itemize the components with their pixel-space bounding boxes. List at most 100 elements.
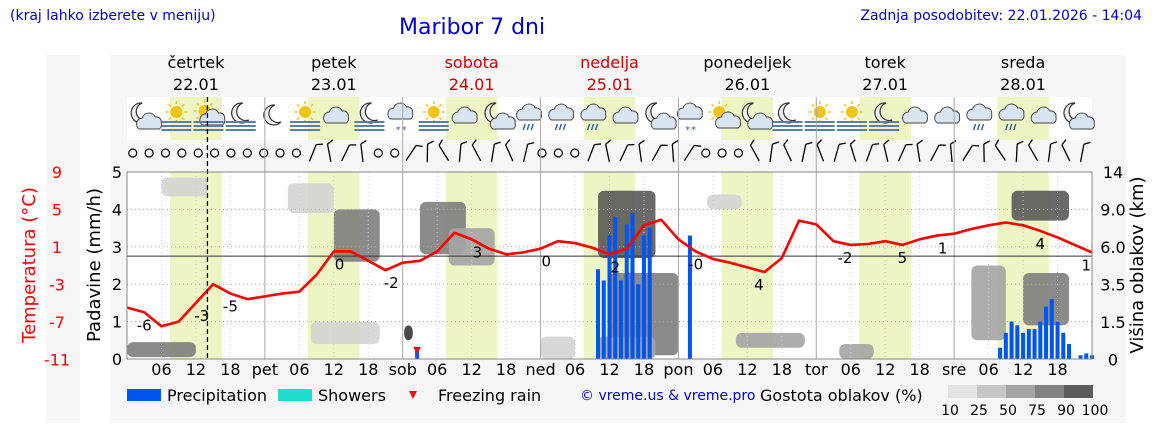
legend: Precipitation Showers Freezing rain Gostota… — [127, 385, 1108, 419]
wind-barb-shaft — [833, 144, 840, 162]
x-tick-label: 18 — [220, 360, 240, 379]
wind-barb-shaft — [849, 144, 857, 162]
rain-drop — [976, 123, 981, 131]
wind-barb-shaft — [587, 144, 595, 162]
wind-barb — [326, 139, 334, 162]
wind-barb-shaft — [816, 144, 825, 162]
sun-ray — [811, 117, 815, 121]
precipitation-bar — [1032, 329, 1037, 359]
wind-barb-flag — [494, 141, 501, 145]
wind-barb-flag — [438, 139, 444, 146]
wind-barb — [490, 141, 501, 162]
wind-barb-flag — [950, 139, 957, 145]
freezing-rain-legend-label: Freezing rain — [438, 386, 541, 405]
temperature-value-label: 0 — [335, 255, 345, 273]
sun-ray — [843, 117, 847, 121]
day-date-label: 27.01 — [862, 75, 908, 94]
calm-wind-circle — [275, 148, 285, 158]
wind-barb-flag — [939, 144, 946, 146]
wind-barb-shaft — [458, 143, 462, 163]
x-tick-label: 06 — [151, 360, 171, 379]
snow-flake: * — [402, 125, 407, 136]
sun-ray — [425, 117, 429, 121]
cloud-shape — [323, 106, 350, 124]
wind-barb-shaft — [769, 143, 774, 163]
sun-fog-icon — [290, 101, 321, 131]
temperature-value-label: -3 — [194, 307, 209, 325]
precipitation-tick-label: 5 — [112, 163, 122, 182]
wind-barb-shaft — [438, 145, 450, 161]
wind-barb — [604, 139, 612, 162]
wind-barb-shaft — [749, 144, 760, 162]
wind-barb-shaft — [604, 144, 610, 162]
temperature-value-label: -0 — [688, 255, 703, 273]
daylight-band-plot — [859, 172, 912, 359]
temperature-value-label: -2 — [838, 249, 853, 267]
wind-barb-shaft — [651, 144, 662, 162]
rain-drop — [980, 123, 985, 131]
wind-barb — [801, 141, 813, 162]
showers-legend-swatch — [278, 389, 312, 401]
wind-barb-flag — [694, 144, 701, 147]
precipitation-bar — [1044, 306, 1049, 359]
temperature-value-label: -6 — [137, 316, 152, 334]
wind-barb-flag — [816, 139, 823, 146]
wind-barb — [816, 139, 825, 162]
copyright-link[interactable]: © vreme.us & vreme.pro — [580, 388, 756, 404]
precipitation-tick-label: 1 — [112, 313, 122, 332]
wind-barb-shaft — [522, 144, 529, 162]
precipitation-bar — [647, 228, 652, 359]
wind-barb — [683, 144, 701, 161]
precipitation-bar — [1078, 355, 1083, 359]
last-updated: Zadnja posodobitev: 22.01.2026 - 14:04 — [860, 8, 1142, 24]
precipitation-tick-label: 3 — [112, 238, 122, 257]
cloud-density-blob — [287, 183, 334, 214]
x-tick-label: 12 — [599, 360, 619, 379]
x-tick-label: 06 — [841, 360, 861, 379]
wind-barb-flag — [839, 142, 846, 145]
wind-barb — [849, 139, 857, 162]
cloud-density-blob — [735, 332, 805, 348]
temperature-tick-label: 1 — [52, 238, 62, 257]
temperature-value-label: 0 — [542, 253, 552, 271]
cloud-density-blob — [540, 336, 576, 359]
temperature-axis-title: Temperatura (°C) — [19, 187, 40, 344]
cloud-rain-icon — [580, 103, 607, 131]
wind-barb — [783, 139, 792, 162]
wind-barb — [949, 139, 957, 163]
cloud-density-blob — [598, 190, 656, 259]
wind-barb-shaft — [1028, 144, 1039, 162]
showers-legend-label: Showers — [318, 386, 386, 405]
rain-drop — [554, 123, 559, 131]
wind-barb — [916, 139, 923, 162]
cloud-density-level-label: 25 — [970, 403, 988, 419]
precipitation-bar — [1061, 332, 1066, 359]
cloud-density-blob — [839, 344, 874, 359]
precipitation-bar — [601, 280, 606, 359]
sun-ray — [857, 103, 861, 107]
wind-barb-shaft — [638, 143, 643, 163]
snow-flake: * — [685, 125, 690, 136]
wind-barb-flag — [994, 139, 1000, 146]
wind-barb-flag — [349, 144, 357, 146]
sun-cloud-icon — [708, 101, 742, 129]
location-hint: (kraj lahko izberete v meniju) — [10, 8, 216, 24]
temperature-value-label: 1 — [938, 240, 948, 258]
cloud-height-tick-label: 0 — [1108, 351, 1118, 370]
x-tick-label: ned — [526, 360, 556, 379]
cloud-density-blob — [161, 177, 208, 197]
cloud-shape — [998, 103, 1025, 121]
temperature-value-label: -5 — [223, 298, 238, 316]
cloud-density-level-label: 10 — [941, 403, 959, 419]
rain-drop — [1009, 123, 1013, 131]
wind-barb-flag — [627, 144, 635, 146]
wind-barb-flag — [427, 140, 434, 145]
day-date-label: 28.01 — [1000, 75, 1046, 94]
precipitation-bar — [596, 269, 601, 359]
sun-shape — [845, 106, 858, 118]
calm-wind-circle — [242, 148, 252, 158]
cloud-density-blob — [707, 194, 742, 210]
cloud-height-tick-label: 14 — [1103, 163, 1123, 182]
temperature-tick-label: -11 — [44, 351, 70, 370]
wind-barb-flag — [360, 139, 367, 145]
